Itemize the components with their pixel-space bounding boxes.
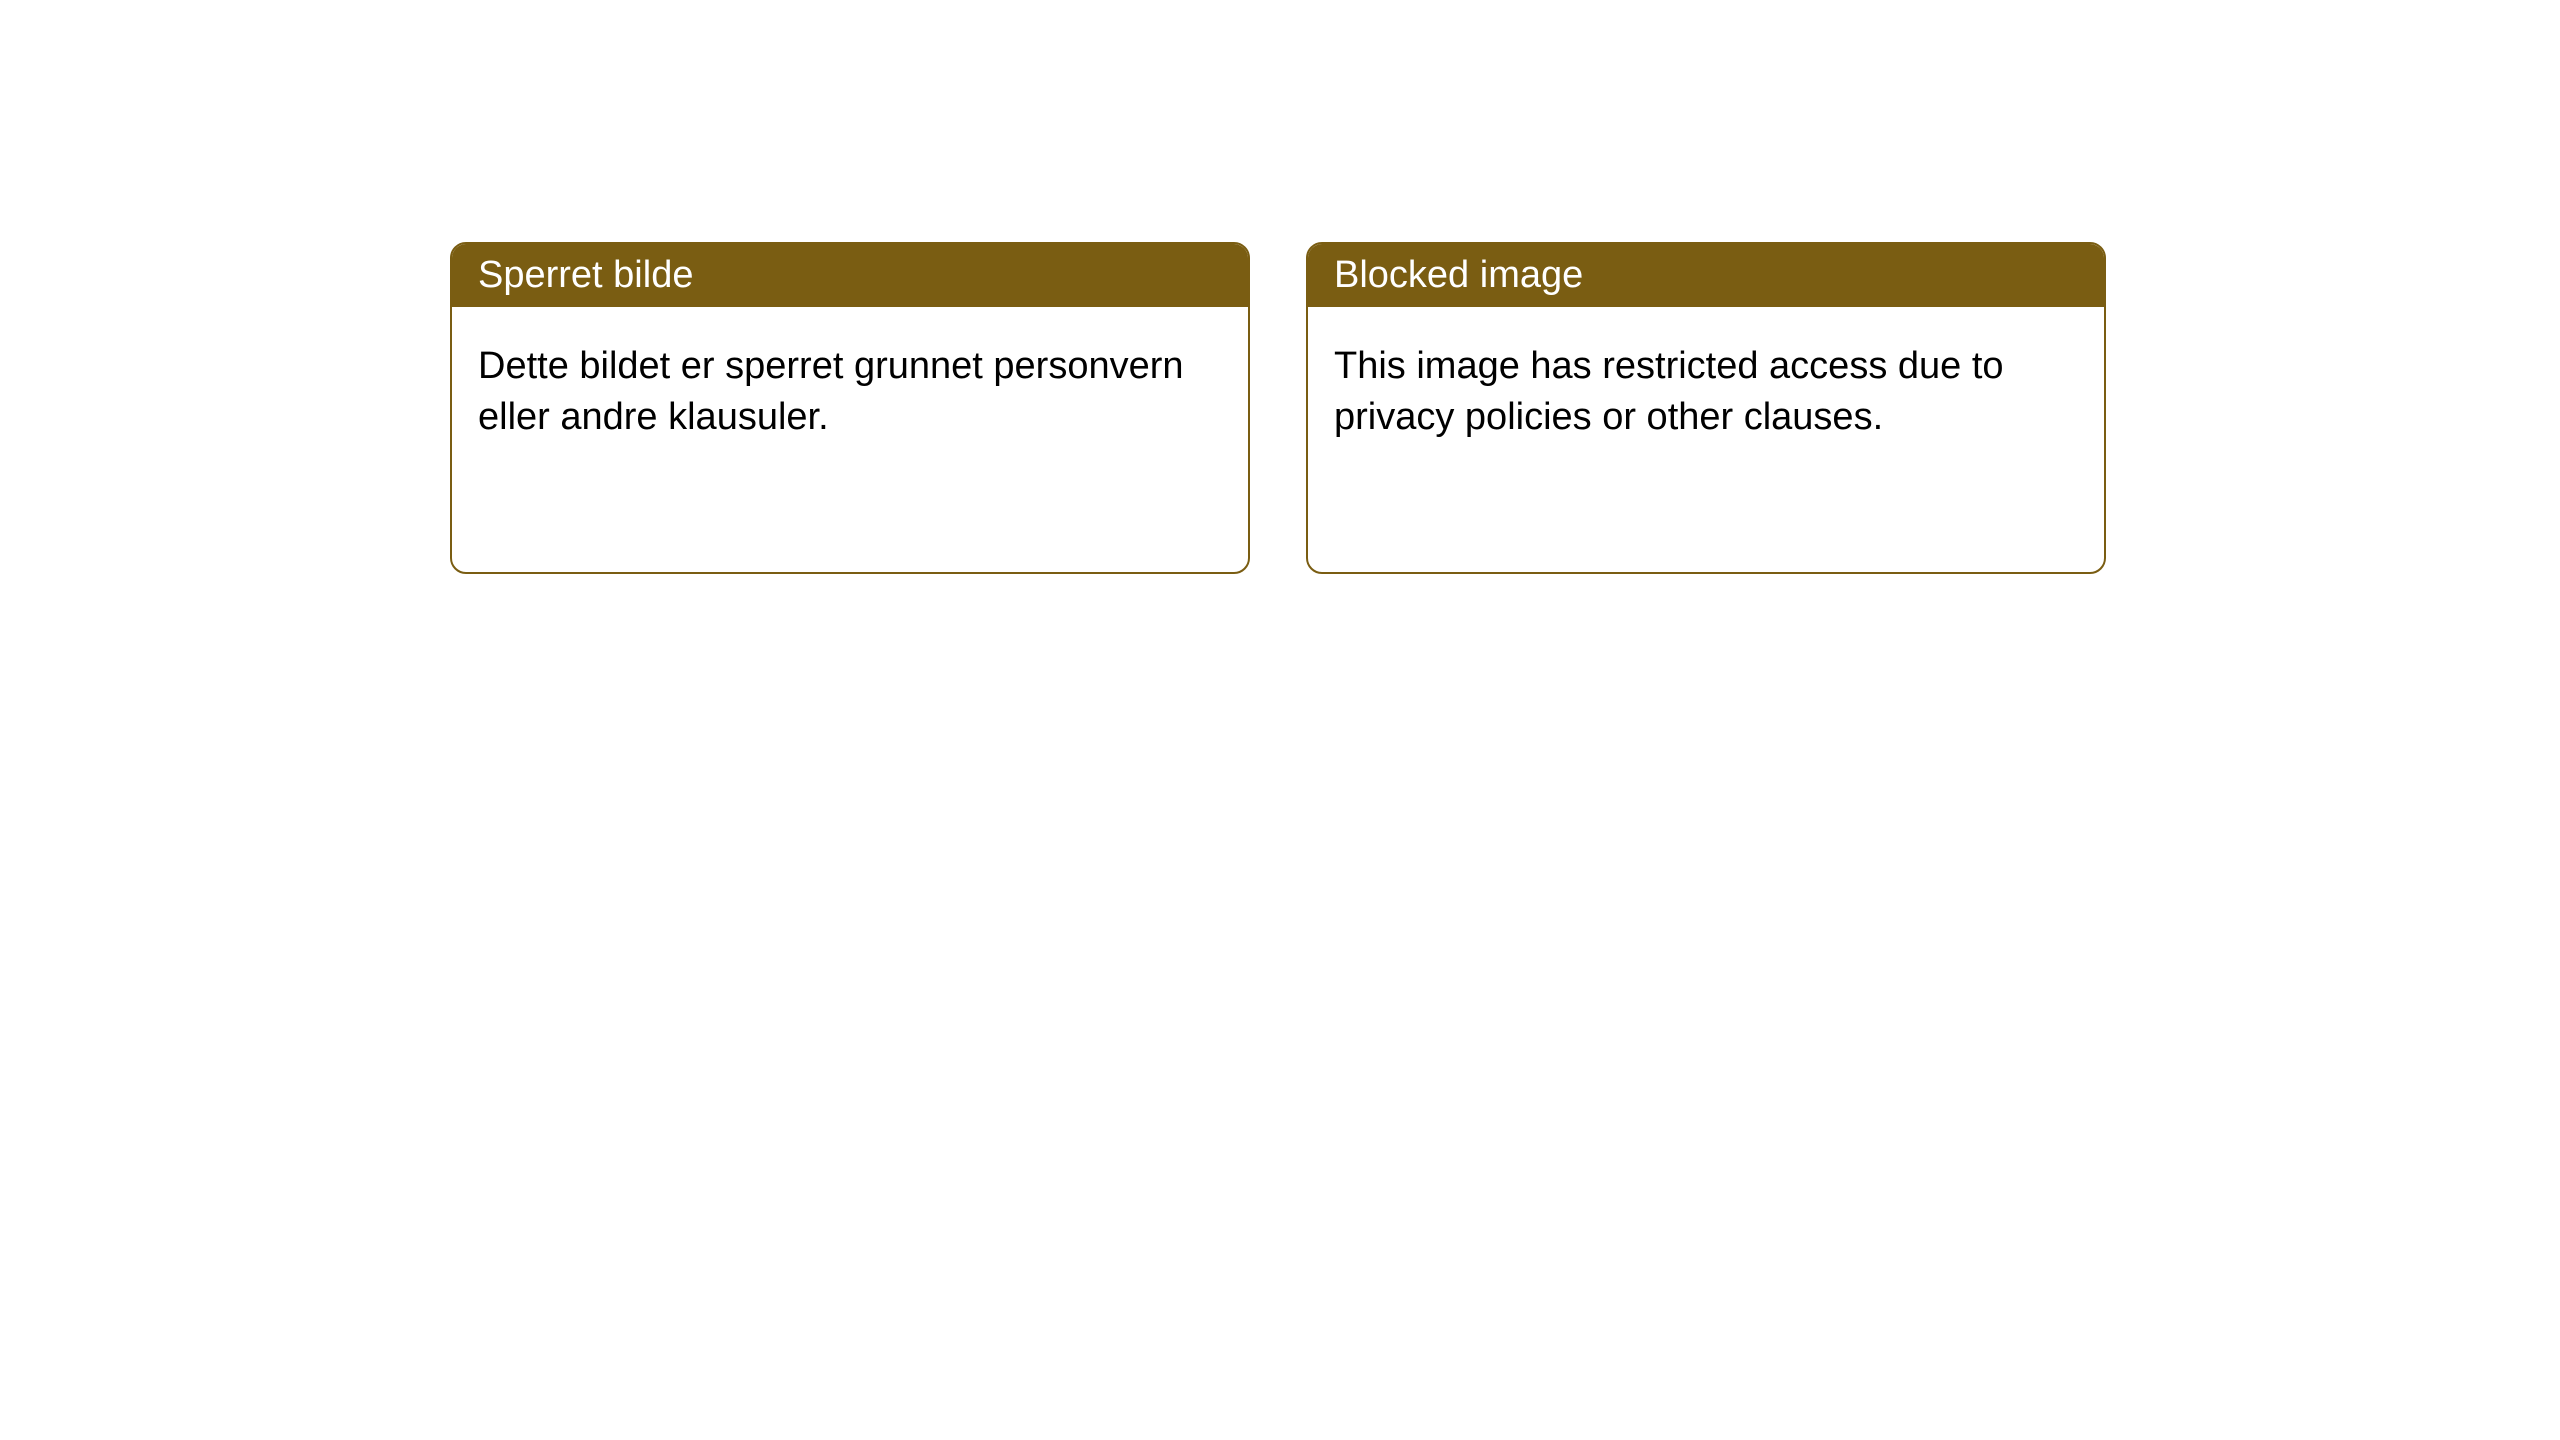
notice-body: This image has restricted access due to … — [1308, 307, 2104, 478]
notice-title: Sperret bilde — [478, 254, 693, 296]
notice-box-english: Blocked image This image has restricted … — [1306, 242, 2106, 574]
notice-body: Dette bildet er sperret grunnet personve… — [452, 307, 1248, 478]
notice-body-text: This image has restricted access due to … — [1334, 345, 2004, 438]
notice-title: Blocked image — [1334, 254, 1583, 296]
notice-header: Sperret bilde — [452, 244, 1248, 307]
notice-box-norwegian: Sperret bilde Dette bildet er sperret gr… — [450, 242, 1250, 574]
notice-container: Sperret bilde Dette bildet er sperret gr… — [0, 0, 2560, 574]
notice-body-text: Dette bildet er sperret grunnet personve… — [478, 345, 1184, 438]
notice-header: Blocked image — [1308, 244, 2104, 307]
